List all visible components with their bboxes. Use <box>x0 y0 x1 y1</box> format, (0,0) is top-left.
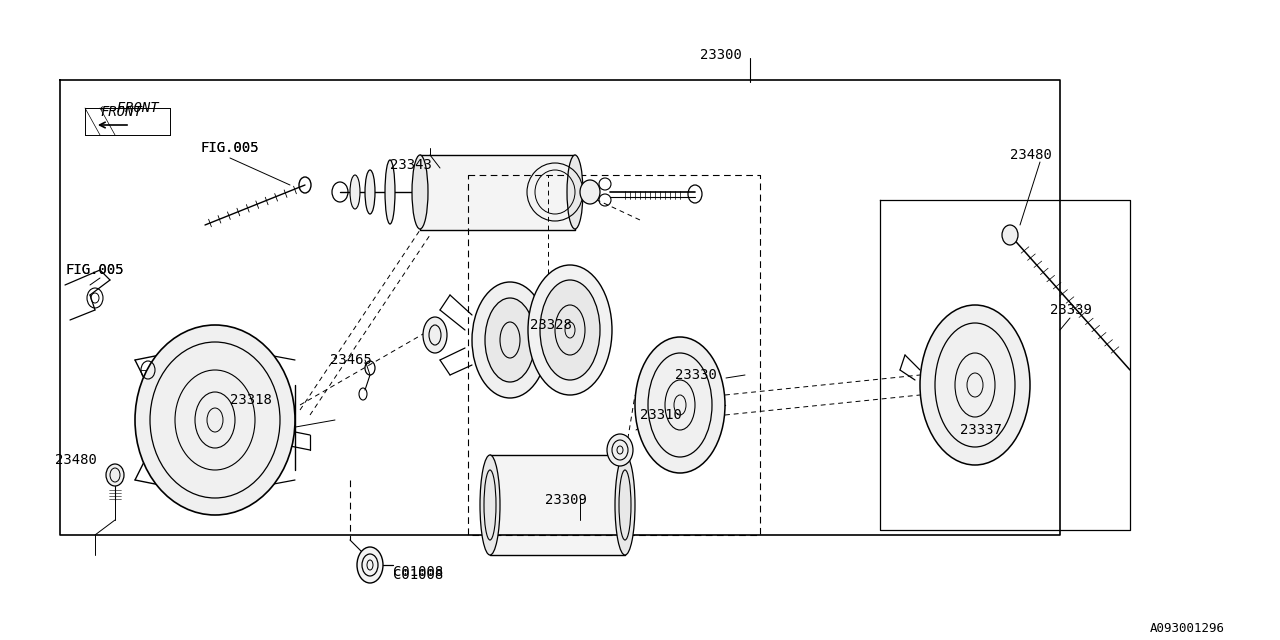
Ellipse shape <box>134 325 294 515</box>
Text: 23339: 23339 <box>1050 303 1092 317</box>
Ellipse shape <box>1002 225 1018 245</box>
Text: 23480: 23480 <box>55 453 97 467</box>
Ellipse shape <box>540 280 600 380</box>
Ellipse shape <box>529 265 612 395</box>
Text: 23300: 23300 <box>700 48 742 62</box>
Text: 23465: 23465 <box>330 353 372 367</box>
Ellipse shape <box>567 155 582 229</box>
Text: 23310: 23310 <box>640 408 682 422</box>
Text: 23318: 23318 <box>230 393 271 407</box>
Ellipse shape <box>635 337 724 473</box>
Text: A093001296: A093001296 <box>1149 622 1225 635</box>
Text: ← FRONT: ← FRONT <box>100 101 159 115</box>
Text: FIG.005: FIG.005 <box>65 263 124 277</box>
Text: 23337: 23337 <box>960 423 1002 437</box>
Text: FIG.005: FIG.005 <box>65 263 124 277</box>
Ellipse shape <box>607 434 634 466</box>
Text: FIG.005: FIG.005 <box>200 141 259 155</box>
Ellipse shape <box>349 175 360 209</box>
Text: FRONT: FRONT <box>100 105 142 119</box>
Ellipse shape <box>412 155 428 229</box>
Ellipse shape <box>614 455 635 555</box>
Text: 23330: 23330 <box>675 368 717 382</box>
Ellipse shape <box>357 547 383 583</box>
Ellipse shape <box>365 170 375 214</box>
Text: 23309: 23309 <box>545 493 586 507</box>
Ellipse shape <box>385 160 396 224</box>
Text: C01008: C01008 <box>393 565 443 579</box>
Ellipse shape <box>480 455 500 555</box>
Ellipse shape <box>485 298 535 382</box>
Text: FIG.005: FIG.005 <box>200 141 259 155</box>
Text: 23343: 23343 <box>390 158 431 172</box>
Text: 23328: 23328 <box>530 318 572 332</box>
Ellipse shape <box>422 317 447 353</box>
Text: 23480: 23480 <box>1010 148 1052 162</box>
Ellipse shape <box>920 305 1030 465</box>
Ellipse shape <box>580 180 600 204</box>
Ellipse shape <box>106 464 124 486</box>
Text: C01008: C01008 <box>393 568 443 582</box>
Ellipse shape <box>472 282 548 398</box>
